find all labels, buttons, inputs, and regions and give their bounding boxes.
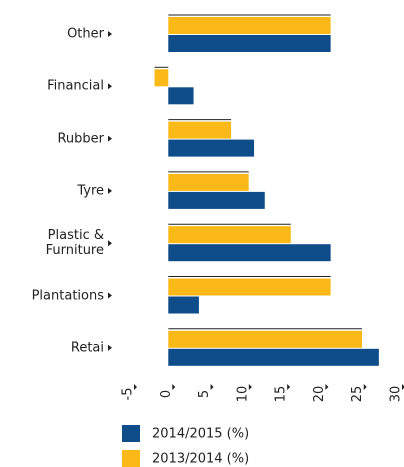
bar [168,139,255,157]
category-marker [108,135,112,142]
x-tick-label: 25 [350,386,365,403]
category-marker [108,292,112,299]
x-tick-mark [134,384,137,390]
category-label: Other [67,26,104,42]
category-label: Retai [70,340,104,356]
category-marker [108,344,112,351]
legend-label: 2014/2015 (%) [152,427,249,442]
category-marker [108,187,112,194]
x-tick-label: 10 [235,386,250,403]
bar [154,69,169,87]
x-tick-mark [325,384,329,390]
x-tick-mark [287,384,291,390]
legend-swatch [122,450,140,467]
bar [168,173,249,191]
bar [168,87,194,105]
x-tick-mark [210,384,214,390]
x-tick-mark [248,384,252,390]
category-label: Rubber [57,131,104,147]
bar [168,17,331,34]
x-tick-label: -5 [121,388,136,401]
x-tick-label: 15 [274,386,289,403]
category-label: Plastic & Furniture [45,228,104,259]
category-marker [108,31,112,37]
category-label: Plantations [31,288,104,303]
legend-swatch [122,425,140,442]
legend-label: 2013/2014 (%) [152,452,249,467]
category-label: Financial [47,78,104,94]
category-marker [108,83,112,90]
category-marker [108,240,112,247]
bar [168,35,331,52]
x-tick-label: 30 [389,386,404,403]
bar [168,121,232,139]
bar [168,244,331,262]
x-tick-mark [172,384,176,390]
bar [168,330,363,348]
bar [168,278,331,296]
category-label: Tyre [77,183,104,199]
bar [168,296,199,314]
bar [168,348,379,366]
x-tick-label: 20 [312,386,327,403]
x-tick-label: 0 [159,390,174,398]
x-tick-label: 5 [197,390,212,398]
x-tick-mark [363,384,367,390]
bar [168,226,291,244]
bar [168,191,265,209]
